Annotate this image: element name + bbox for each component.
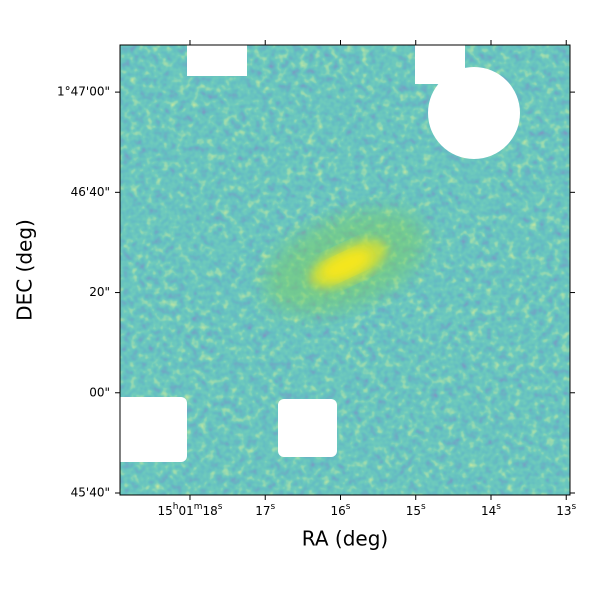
y-tick-label: 1°47'00" bbox=[57, 85, 110, 99]
x-axis-label: RA (deg) bbox=[302, 527, 388, 551]
mask bbox=[428, 67, 520, 159]
sky-image bbox=[120, 45, 570, 495]
x-tick-label: 15s bbox=[406, 502, 426, 518]
x-tick-label: 14s bbox=[481, 502, 501, 518]
x-tick-label: 15h01m18s bbox=[157, 502, 222, 518]
y-tick-label: 00" bbox=[89, 385, 110, 399]
y-tick-label: 45'40" bbox=[71, 485, 110, 499]
y-axis-label: DEC (deg) bbox=[13, 219, 37, 321]
y-tick-label: 20" bbox=[89, 285, 110, 299]
x-tick-label: 16s bbox=[330, 502, 350, 518]
plot-frame bbox=[119, 44, 571, 496]
x-tick-label: 17s bbox=[255, 502, 275, 518]
y-tick-label: 46'40" bbox=[71, 185, 110, 199]
x-tick-label: 13s bbox=[556, 502, 576, 518]
mask bbox=[278, 399, 337, 457]
mask bbox=[120, 397, 187, 462]
mask bbox=[187, 45, 247, 76]
galaxy-core bbox=[321, 250, 371, 280]
